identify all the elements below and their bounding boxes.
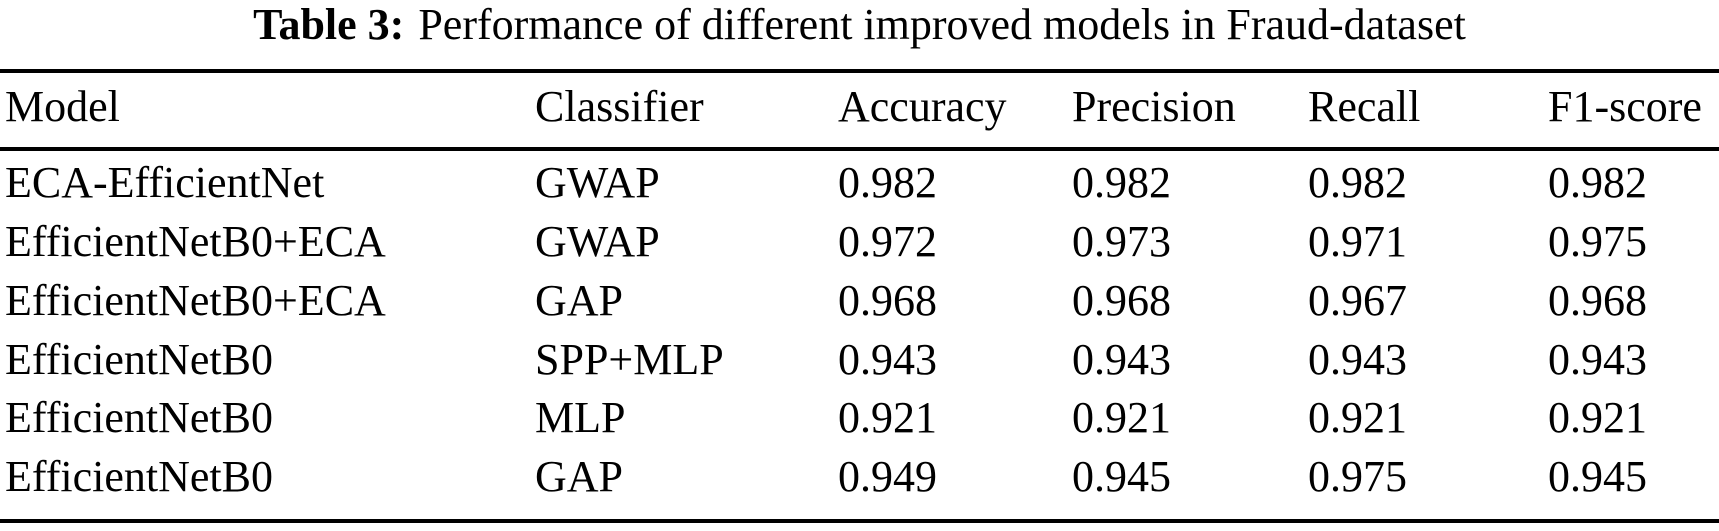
table-header-rule (0, 147, 1719, 151)
column-header-classifier: Classifier (535, 82, 704, 131)
cell-model: EfficientNetB0+ECA (5, 217, 386, 266)
table-caption-text: Performance of different improved models… (418, 0, 1466, 49)
table-row: ECA-EfficientNet GWAP 0.982 0.982 0.982 … (0, 160, 1719, 206)
table-caption-label: Table 3: (253, 0, 405, 49)
cell-accuracy: 0.968 (838, 276, 937, 325)
cell-classifier: MLP (535, 393, 626, 442)
cell-f1-score: 0.921 (1548, 393, 1647, 442)
cell-precision: 0.943 (1072, 335, 1171, 384)
cell-classifier: GAP (535, 452, 624, 501)
table-header-row: Model Classifier Accuracy Precision Reca… (0, 84, 1719, 130)
cell-model: EfficientNetB0 (5, 335, 273, 384)
cell-precision: 0.921 (1072, 393, 1171, 442)
table-caption: Table 3: Performance of different improve… (0, 0, 1719, 50)
cell-classifier: SPP+MLP (535, 335, 724, 384)
cell-f1-score: 0.982 (1548, 158, 1647, 207)
table-row: EfficientNetB0+ECA GWAP 0.972 0.973 0.97… (0, 219, 1719, 265)
cell-accuracy: 0.949 (838, 452, 937, 501)
column-header-accuracy: Accuracy (838, 82, 1007, 131)
cell-classifier: GAP (535, 276, 624, 325)
cell-precision: 0.945 (1072, 452, 1171, 501)
cell-model: EfficientNetB0 (5, 393, 273, 442)
table-row: EfficientNetB0 MLP 0.921 0.921 0.921 0.9… (0, 395, 1719, 441)
cell-accuracy: 0.943 (838, 335, 937, 384)
cell-accuracy: 0.921 (838, 393, 937, 442)
cell-f1-score: 0.943 (1548, 335, 1647, 384)
cell-model: EfficientNetB0 (5, 452, 273, 501)
cell-accuracy: 0.972 (838, 217, 937, 266)
cell-recall: 0.975 (1308, 452, 1407, 501)
cell-f1-score: 0.968 (1548, 276, 1647, 325)
cell-f1-score: 0.975 (1548, 217, 1647, 266)
column-header-model: Model (5, 82, 120, 131)
cell-precision: 0.982 (1072, 158, 1171, 207)
cell-recall: 0.921 (1308, 393, 1407, 442)
table-row: EfficientNetB0 GAP 0.949 0.945 0.975 0.9… (0, 454, 1719, 500)
column-header-f1-score: F1-score (1548, 82, 1702, 131)
cell-precision: 0.973 (1072, 217, 1171, 266)
cell-recall: 0.971 (1308, 217, 1407, 266)
cell-recall: 0.967 (1308, 276, 1407, 325)
cell-classifier: GWAP (535, 217, 660, 266)
cell-f1-score: 0.945 (1548, 452, 1647, 501)
table-bottom-rule (0, 519, 1719, 523)
column-header-precision: Precision (1072, 82, 1236, 131)
table-row: EfficientNetB0+ECA GAP 0.968 0.968 0.967… (0, 278, 1719, 324)
table-row: EfficientNetB0 SPP+MLP 0.943 0.943 0.943… (0, 337, 1719, 383)
cell-recall: 0.982 (1308, 158, 1407, 207)
cell-precision: 0.968 (1072, 276, 1171, 325)
cell-recall: 0.943 (1308, 335, 1407, 384)
cell-model: ECA-EfficientNet (5, 158, 325, 207)
cell-model: EfficientNetB0+ECA (5, 276, 386, 325)
cell-classifier: GWAP (535, 158, 660, 207)
column-header-recall: Recall (1308, 82, 1421, 131)
table-top-rule (0, 69, 1719, 73)
cell-accuracy: 0.982 (838, 158, 937, 207)
